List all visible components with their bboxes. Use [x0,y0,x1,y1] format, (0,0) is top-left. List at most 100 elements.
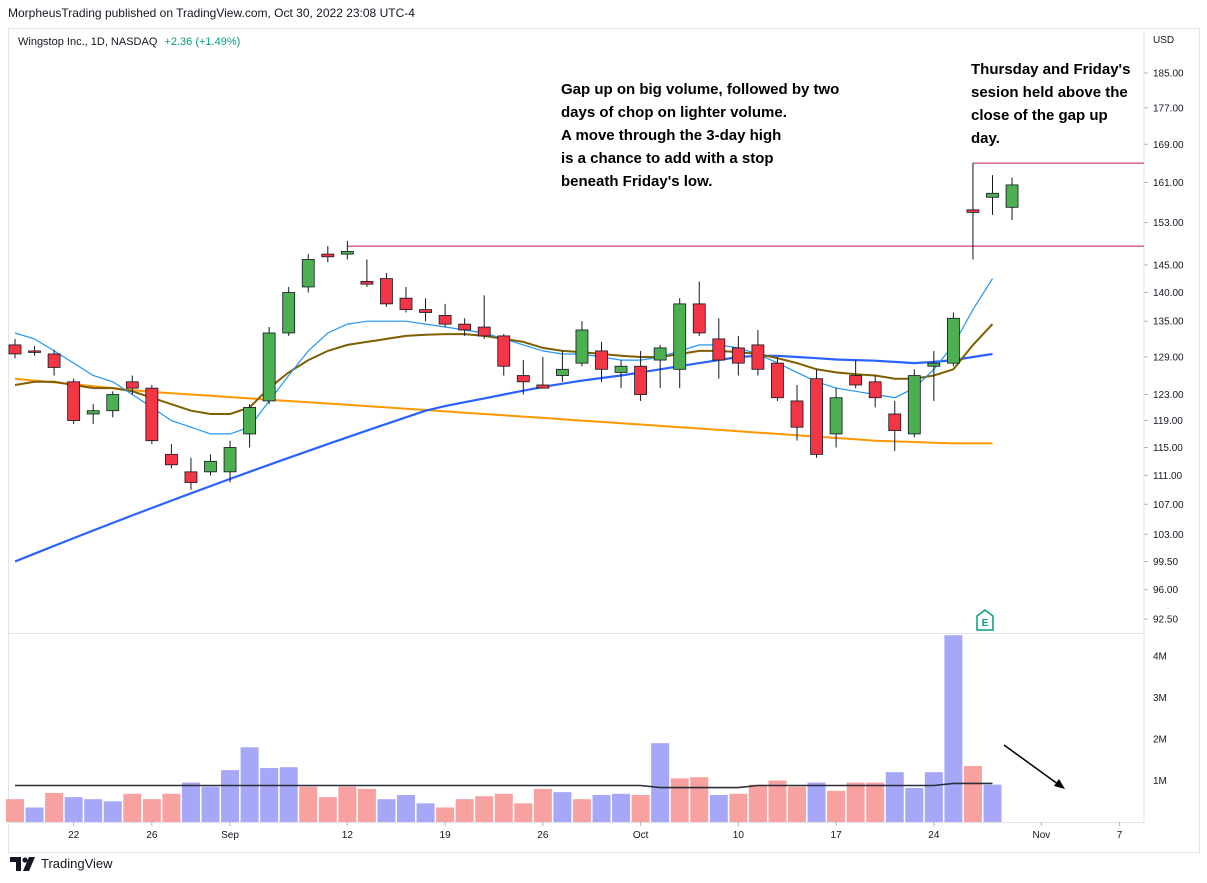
candle-body [262,332,276,402]
symbol-legend[interactable]: Wingstop Inc., 1D, NASDAQ +2.36 (+1.49%) [18,36,240,48]
price-tick-label: 115.00 [1153,443,1183,454]
candle-body [868,381,882,399]
grid [9,30,1145,823]
volume-bar [494,793,513,822]
time-tick-label: 17 [831,830,843,841]
volume-bar [788,786,806,822]
candle-body [556,368,569,376]
volume-bar [924,772,943,822]
price-axis: USD 185.00 177.00 169.00 161.00 153.00 145.00 1… [1144,35,1184,626]
volume-bar [64,797,83,822]
candle-body [106,394,120,412]
candle-body [516,375,530,383]
ma-line-ma200 [14,377,993,445]
volume-bar [807,782,826,822]
volume-bar [612,793,631,822]
volume-bar [181,782,200,822]
price-tick-label: 107.00 [1153,500,1184,511]
volume-bar [25,807,44,822]
candle-body [8,344,22,355]
candle-body [458,323,472,331]
volume-ma [15,782,993,789]
annotation-left: Gap up on big volume, followed by two da… [561,81,840,190]
volume-bar [963,765,982,822]
candle-body [380,278,393,305]
candle-body [28,350,41,353]
volume-bar [846,782,865,822]
candles [8,163,1019,490]
price-tick-label: 111.00 [1153,471,1183,482]
time-tick-label: Nov [1032,830,1050,841]
candle-body [243,407,257,435]
time-tick-label: 7 [1117,830,1123,841]
candle-body [634,365,647,395]
candle-body [692,303,706,334]
candle-body [86,410,100,415]
price-tick-label: 99.50 [1153,557,1178,568]
candle-body [575,329,589,364]
annotation-right: Thursday and Friday's sesion held above … [971,61,1131,147]
candle-body [614,365,628,373]
candle-body [986,192,999,198]
volume-bar [670,778,689,822]
time-tick-label: Sep [221,830,239,841]
candle-body [399,297,413,311]
moving-averages [14,278,994,563]
volume-bars [6,635,1002,822]
volume-bar [572,799,591,822]
candle-body [947,317,960,364]
candle-body [145,387,159,442]
earnings-badge[interactable]: E [976,609,994,631]
volume-bar [279,767,298,822]
volume-bar [436,807,455,822]
volume-bar [201,786,220,822]
ma-line-ma50 [14,352,993,563]
volume-bar [533,788,552,822]
volume-bar [514,803,533,822]
volume-bar [162,793,181,822]
tradingview-brand[interactable]: TradingView [10,856,113,871]
volume-bar [885,772,904,822]
currency-label: USD [1153,35,1174,46]
candle-body [966,209,980,213]
price-tick-label: 103.00 [1153,530,1184,541]
price-tick-label: 123.00 [1153,390,1184,401]
candle-body [360,280,374,285]
volume-bar [651,743,670,822]
candle-body [712,338,726,361]
volume-bar [338,786,357,822]
price-tick-label: 185.00 [1153,69,1184,80]
arrow-head-icon [1054,779,1065,789]
volume-bar [748,784,767,822]
brand-name: TradingView [41,856,113,871]
candle-body [927,362,941,367]
volume-bar [768,780,787,822]
volume-bar [260,768,279,822]
volume-bar [84,799,103,822]
candle-body [438,314,452,325]
candle-body [477,326,491,337]
candle-body [888,413,902,431]
published-by: MorpheusTrading published on TradingView… [8,6,415,20]
time-tick-label: 26 [537,830,549,841]
candle-body [497,335,511,367]
candle-body [771,362,784,399]
symbol-label: Wingstop Inc., 1D, NASDAQ [18,36,158,48]
candle-body [419,309,432,313]
volume-tick-label: 3M [1153,693,1167,704]
price-tick-label: 96.00 [1153,585,1178,596]
candle-body [1005,184,1019,208]
svg-text:E: E [982,618,989,629]
price-tick-label: 140.00 [1153,288,1184,299]
volume-bar [631,795,650,822]
volume-axis: 4M 3M 2M 1M [1153,652,1167,788]
chart-frame [8,28,1200,853]
time-tick-label: 22 [68,830,80,841]
candle-body [184,471,198,483]
change-label: +2.36 (+1.49%) [164,36,241,48]
candle-body [731,347,745,364]
candle-body [829,397,843,435]
time-tick-label: 26 [146,830,158,841]
volume-bar [318,797,337,822]
